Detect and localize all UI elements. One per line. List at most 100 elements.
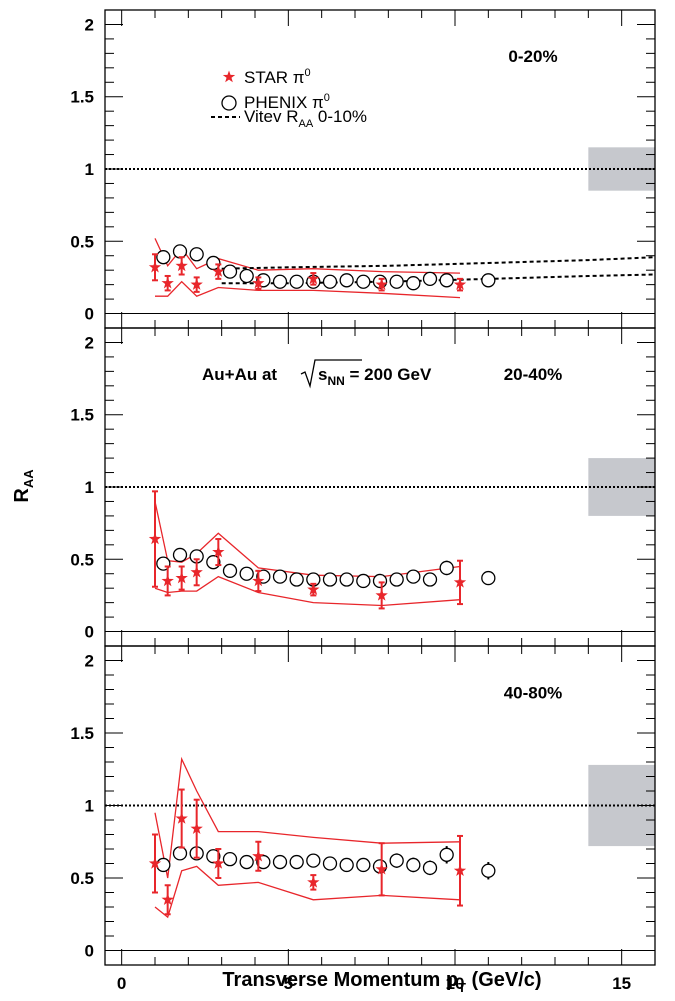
star-point <box>148 260 162 273</box>
phenix-point <box>356 274 371 289</box>
star-point <box>190 565 203 578</box>
legend-phenix-marker <box>221 95 237 111</box>
star-point <box>175 571 188 584</box>
star-point <box>375 588 388 601</box>
star-point <box>175 812 188 824</box>
x-tick-label: 15 <box>612 974 631 993</box>
y-axis-title: RAA <box>11 469 36 503</box>
phenix-point <box>206 255 221 271</box>
phenix-point <box>222 852 238 867</box>
phenix-point <box>372 573 388 589</box>
legend-phenix-label: PHENIX π0 <box>244 92 330 112</box>
legend-vitev-label: Vitev RAA 0-10% <box>244 107 367 130</box>
star-point <box>175 259 188 272</box>
star-point <box>212 265 225 277</box>
phenix-point <box>339 572 354 587</box>
phenix-point <box>272 569 288 584</box>
star-point <box>190 278 203 290</box>
x-tick-label: 0 <box>117 974 126 993</box>
phenix-point <box>406 276 421 291</box>
vitev-upper <box>221 256 655 270</box>
y-tick-label: 2 <box>85 15 94 34</box>
y-tick-label: 2 <box>85 652 94 671</box>
y-tick-label: 0 <box>85 623 94 642</box>
x-tick-label: 10 <box>446 974 465 993</box>
phenix-point <box>172 547 188 563</box>
star-point <box>161 574 174 587</box>
centrality-label: 20-40% <box>504 365 563 384</box>
star-point <box>375 862 388 875</box>
phenix-point <box>172 244 188 259</box>
collision-energy: sNN = 200 GeV <box>318 365 432 388</box>
band-upper <box>154 756 461 879</box>
phenix-point <box>339 857 354 873</box>
star-point <box>161 276 174 289</box>
x-tick-label: 5 <box>284 974 293 993</box>
star-point <box>148 532 162 545</box>
star-point <box>148 857 162 869</box>
y-tick-label: 0 <box>85 305 94 324</box>
y-tick-label: 1.5 <box>70 406 94 425</box>
y-tick-label: 0.5 <box>70 232 94 251</box>
phenix-point <box>422 271 438 287</box>
centrality-label: 0-20% <box>508 47 557 66</box>
y-tick-label: 1 <box>85 160 94 179</box>
star-point <box>375 278 388 290</box>
phenix-point <box>422 860 438 875</box>
phenix-point <box>156 250 171 265</box>
star-point <box>212 857 225 869</box>
star-point <box>453 575 467 588</box>
y-tick-label: 0 <box>85 942 94 961</box>
phenix-point <box>222 563 238 578</box>
plot-area <box>105 756 655 951</box>
phenix-point <box>289 274 304 289</box>
panel-40-80%: 0 0.5 1 1.5 2 40-80% <box>70 645 656 966</box>
phenix-point <box>422 572 438 587</box>
phenix-point <box>222 264 238 279</box>
star-point <box>453 864 467 877</box>
phenix-point <box>239 268 254 284</box>
star-point <box>190 822 203 834</box>
phenix-point <box>481 273 496 288</box>
y-tick-label: 0.5 <box>70 550 94 569</box>
phenix-point <box>172 846 188 861</box>
legend: STAR π0 PHENIX π0 Vitev RAA 0-10% <box>211 67 367 130</box>
phenix-point <box>322 572 338 587</box>
y-tick-label: 1.5 <box>70 724 94 743</box>
y-tick-label: 0.5 <box>70 869 94 888</box>
star-point <box>212 545 225 558</box>
plot-area <box>105 458 655 633</box>
y-tick-label: 1 <box>85 478 94 497</box>
centrality-label: 40-80% <box>504 683 563 702</box>
y-tick-label: 1.5 <box>70 88 94 107</box>
x-axis-title: Transverse Momentum pT (GeV/c) <box>222 969 541 995</box>
star-point <box>453 278 467 290</box>
y-tick-label: 1 <box>85 797 94 816</box>
phenix-point <box>406 857 421 873</box>
star-point <box>307 875 320 888</box>
phenix-point <box>239 566 254 581</box>
phenix-point <box>439 273 454 288</box>
phenix-point <box>339 273 354 288</box>
star-point <box>252 574 265 587</box>
legend-star-marker <box>222 70 236 83</box>
phenix-point <box>239 854 254 870</box>
phenix-point <box>406 569 421 584</box>
band-lower <box>154 865 461 919</box>
panel-frame <box>104 645 656 966</box>
star-point <box>161 893 174 906</box>
phenix-point <box>356 857 371 873</box>
plot-area <box>105 147 655 315</box>
star-point <box>307 272 320 285</box>
legend-star-label: STAR π0 <box>244 67 311 87</box>
phenix-point <box>272 854 288 870</box>
phenix-point <box>289 854 304 870</box>
phenix-point <box>389 274 404 289</box>
phenix-point <box>189 247 204 262</box>
y-tick-label: 2 <box>85 333 94 352</box>
phenix-point <box>289 572 304 587</box>
star-point <box>307 583 320 595</box>
phenix-point <box>322 856 338 871</box>
phenix-point <box>306 853 321 868</box>
